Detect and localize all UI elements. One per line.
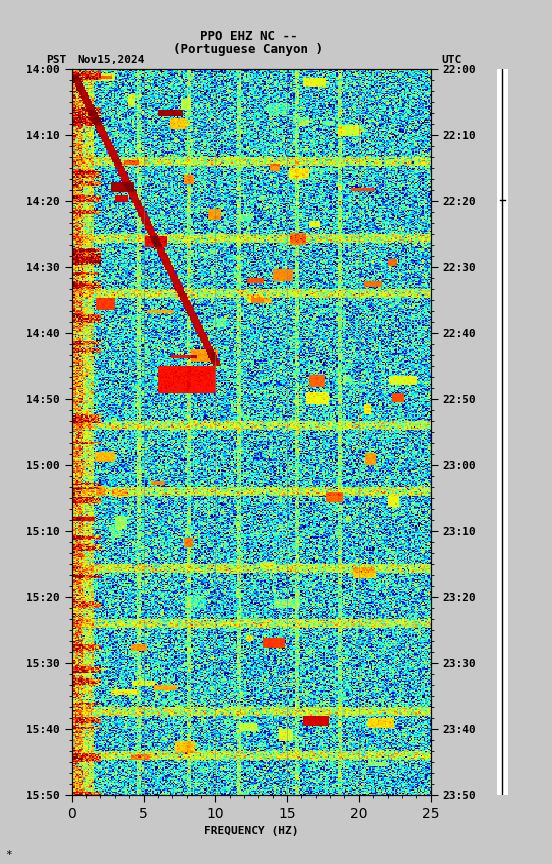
Text: (Portuguese Canyon ): (Portuguese Canyon ) (173, 43, 323, 56)
Text: UTC: UTC (442, 54, 462, 65)
Text: PPO EHZ NC --: PPO EHZ NC -- (200, 30, 297, 43)
Text: PST: PST (46, 54, 66, 65)
Text: *: * (6, 849, 12, 860)
X-axis label: FREQUENCY (HZ): FREQUENCY (HZ) (204, 826, 299, 836)
Text: Nov15,2024: Nov15,2024 (77, 54, 145, 65)
